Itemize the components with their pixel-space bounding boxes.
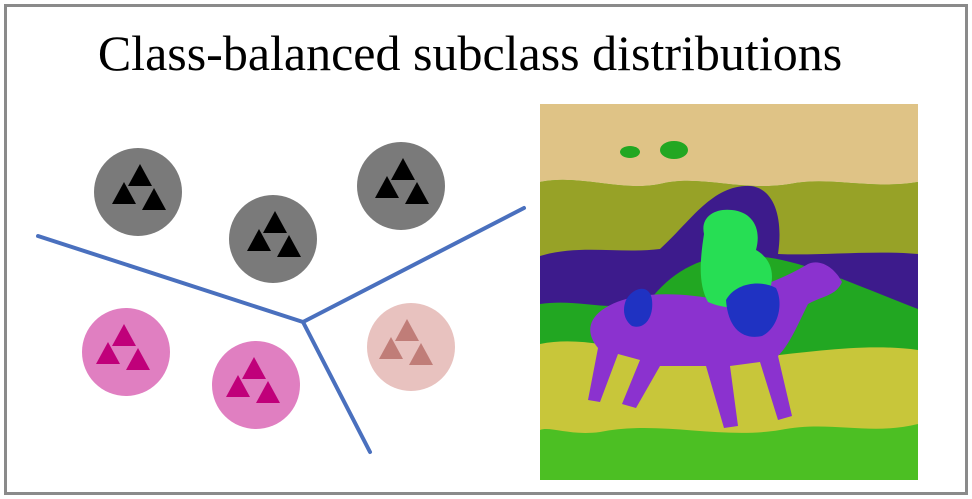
cluster-circle xyxy=(212,341,300,429)
seg-sky-blob xyxy=(620,146,640,158)
seg-blue-patch xyxy=(624,288,653,327)
cluster-circle xyxy=(357,142,445,230)
boundary-right-line xyxy=(301,206,526,324)
boundary-bottom-line xyxy=(301,320,372,454)
boundary-left-line xyxy=(36,234,305,324)
decision-boundary xyxy=(36,206,526,454)
seg-sky xyxy=(540,104,918,187)
cluster-gray-2 xyxy=(229,195,317,283)
cluster-gray-1 xyxy=(94,148,182,236)
cluster-circle xyxy=(82,308,170,396)
cluster-gray-3 xyxy=(357,142,445,230)
cluster-circle xyxy=(94,148,182,236)
seg-sky-blob xyxy=(660,141,688,159)
cluster-pink-2 xyxy=(212,341,300,429)
figure-title: Class-balanced subclass distributions xyxy=(97,25,843,81)
seg-saddle xyxy=(726,283,780,337)
cluster-pink-1 xyxy=(82,308,170,396)
cluster-circle xyxy=(229,195,317,283)
cluster-circle xyxy=(367,303,455,391)
cluster-faded-1 xyxy=(367,303,455,391)
horse-rider-segmentation-map-icon xyxy=(540,104,918,480)
seg-rider xyxy=(700,209,772,308)
